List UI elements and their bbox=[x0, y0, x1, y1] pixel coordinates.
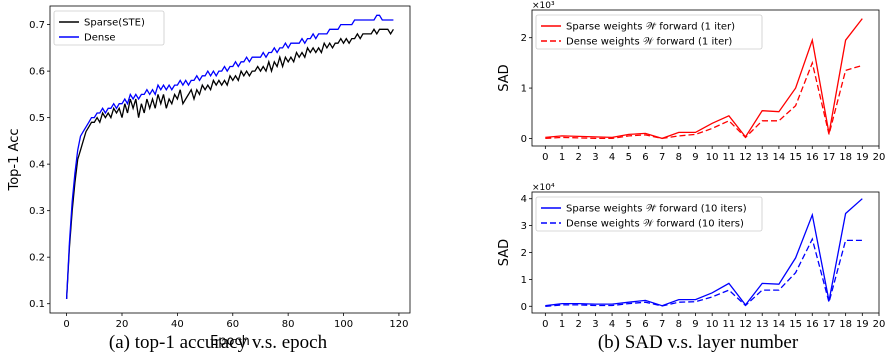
x-tick-label: 0 bbox=[63, 319, 69, 330]
y-axis-multiplier: ×10⁴ bbox=[532, 183, 555, 193]
x-tick-label: 0 bbox=[542, 152, 548, 163]
y-tick-label: 0.4 bbox=[29, 160, 45, 171]
y-tick-label: 1 bbox=[521, 275, 527, 286]
legend-box bbox=[53, 10, 165, 46]
x-tick-label: 18 bbox=[839, 152, 852, 163]
x-axis-label: Epoch bbox=[210, 334, 250, 349]
x-tick-label: 9 bbox=[692, 319, 698, 330]
x-tick-label: 12 bbox=[739, 319, 752, 330]
series-line-0 bbox=[65, 28, 394, 300]
x-tick-label: 12 bbox=[739, 152, 752, 163]
y-tick-label: 4 bbox=[521, 194, 527, 205]
x-tick-label: 13 bbox=[756, 319, 769, 330]
y-tick-label: 0.6 bbox=[29, 67, 45, 78]
accuracy-chart: 0 20 40 60 80 100 120 0.1 0.2 0.3 0.4 0.5 0.6 0.7 Epoc… bbox=[7, 5, 411, 349]
series-line-0 bbox=[545, 18, 863, 140]
x-tick-label: 17 bbox=[823, 319, 836, 330]
y-tick-label: 0 bbox=[521, 302, 527, 313]
x-tick-label: 10 bbox=[706, 319, 719, 330]
x-tick-label: 19 bbox=[856, 152, 869, 163]
x-tick-label: 14 bbox=[773, 152, 786, 163]
x-tick-label: 15 bbox=[789, 152, 802, 163]
x-tick-label: 60 bbox=[226, 319, 239, 330]
y-axis-multiplier: ×10³ bbox=[532, 1, 555, 11]
x-tick-label: 40 bbox=[171, 319, 184, 330]
y-tick-label: 0.3 bbox=[29, 206, 45, 217]
x-tick-label: 3 bbox=[592, 152, 598, 163]
x-tick-label: 2 bbox=[576, 319, 582, 330]
x-tick-label: 11 bbox=[722, 152, 735, 163]
y-tick-label: 0.1 bbox=[29, 299, 45, 310]
sad-1-iter-chart: 0 1 2 3 4 5 6 7 8 9 10 11 12 13 14 15 16 17 18 19 20012SAD×1… bbox=[497, 1, 885, 163]
x-tick-label: 4 bbox=[609, 319, 615, 330]
x-tick-label: 5 bbox=[626, 319, 632, 330]
x-tick-label: 1 bbox=[559, 319, 565, 330]
x-tick-label: 14 bbox=[773, 319, 786, 330]
legend-label-0: Sparse(STE) bbox=[84, 18, 145, 29]
x-tick-label: 100 bbox=[334, 319, 353, 330]
y-axis-label: Top-1 Acc bbox=[7, 129, 22, 192]
y-tick-label: 0.2 bbox=[29, 253, 45, 264]
y-tick-label: 0 bbox=[521, 134, 527, 145]
y-tick-label: 0.7 bbox=[29, 20, 45, 31]
x-tick-label: 17 bbox=[823, 152, 836, 163]
y-tick-label: 0.5 bbox=[29, 113, 45, 124]
legend-label-1: Dense weights 𝒲 forward (1 iter) bbox=[566, 37, 732, 48]
legend-box bbox=[535, 196, 763, 232]
legend-label-0: Sparse weights 𝒲̃ forward (10 iters) bbox=[566, 204, 747, 215]
series-line-1 bbox=[545, 60, 863, 140]
x-tick-label: 16 bbox=[806, 152, 819, 163]
x-tick-label: 6 bbox=[642, 152, 648, 163]
x-tick-label: 19 bbox=[856, 319, 869, 330]
x-tick-label: 18 bbox=[839, 319, 852, 330]
x-tick-label: 7 bbox=[659, 319, 665, 330]
y-axis-label: SAD bbox=[497, 239, 512, 266]
x-tick-label: 120 bbox=[389, 319, 408, 330]
series-line-0 bbox=[545, 198, 863, 307]
x-tick-label: 10 bbox=[706, 152, 719, 163]
x-tick-label: 15 bbox=[789, 319, 802, 330]
x-tick-label: 1 bbox=[559, 152, 565, 163]
y-tick-label: 2 bbox=[521, 248, 527, 259]
legend-label-1: Dense weights 𝒲 forward (10 iters) bbox=[566, 219, 744, 230]
caption-b: (b) SAD v.s. layer number bbox=[598, 332, 799, 353]
x-tick-label: 11 bbox=[722, 319, 735, 330]
x-tick-label: 20 bbox=[116, 319, 129, 330]
x-tick-label: 5 bbox=[626, 152, 632, 163]
x-tick-label: 20 bbox=[873, 152, 886, 163]
x-tick-label: 8 bbox=[676, 319, 682, 330]
x-tick-label: 9 bbox=[692, 152, 698, 163]
legend-box bbox=[535, 14, 763, 50]
legend-label-0: Sparse weights 𝒲̃ forward (1 iter) bbox=[566, 22, 735, 33]
y-tick-label: 3 bbox=[521, 221, 527, 232]
caption-a: (a) top-1 accuracy v.s. epoch bbox=[109, 332, 328, 353]
x-tick-label: 4 bbox=[609, 152, 615, 163]
plot-frame bbox=[49, 5, 411, 314]
x-tick-label: 2 bbox=[576, 152, 582, 163]
y-axis-label: SAD bbox=[497, 64, 512, 91]
x-tick-label: 8 bbox=[676, 152, 682, 163]
x-tick-label: 80 bbox=[282, 319, 295, 330]
x-tick-label: 16 bbox=[806, 319, 819, 330]
y-tick-label: 1 bbox=[521, 84, 527, 95]
x-tick-label: 6 bbox=[642, 319, 648, 330]
y-tick-label: 2 bbox=[521, 33, 527, 44]
x-tick-label: 13 bbox=[756, 152, 769, 163]
x-tick-label: 20 bbox=[873, 319, 886, 330]
x-tick-label: 0 bbox=[542, 319, 548, 330]
series-line-1 bbox=[65, 14, 394, 300]
plot-frame bbox=[531, 9, 880, 147]
sad-10-iters-chart: 0 1 2 3 4 5 6 7 8 9 10 11 12 13 14 15 16 17 18 19 2001234SAD… bbox=[497, 183, 885, 330]
legend-label-1: Dense bbox=[84, 33, 116, 44]
x-tick-label: 3 bbox=[592, 319, 598, 330]
x-tick-label: 7 bbox=[659, 152, 665, 163]
